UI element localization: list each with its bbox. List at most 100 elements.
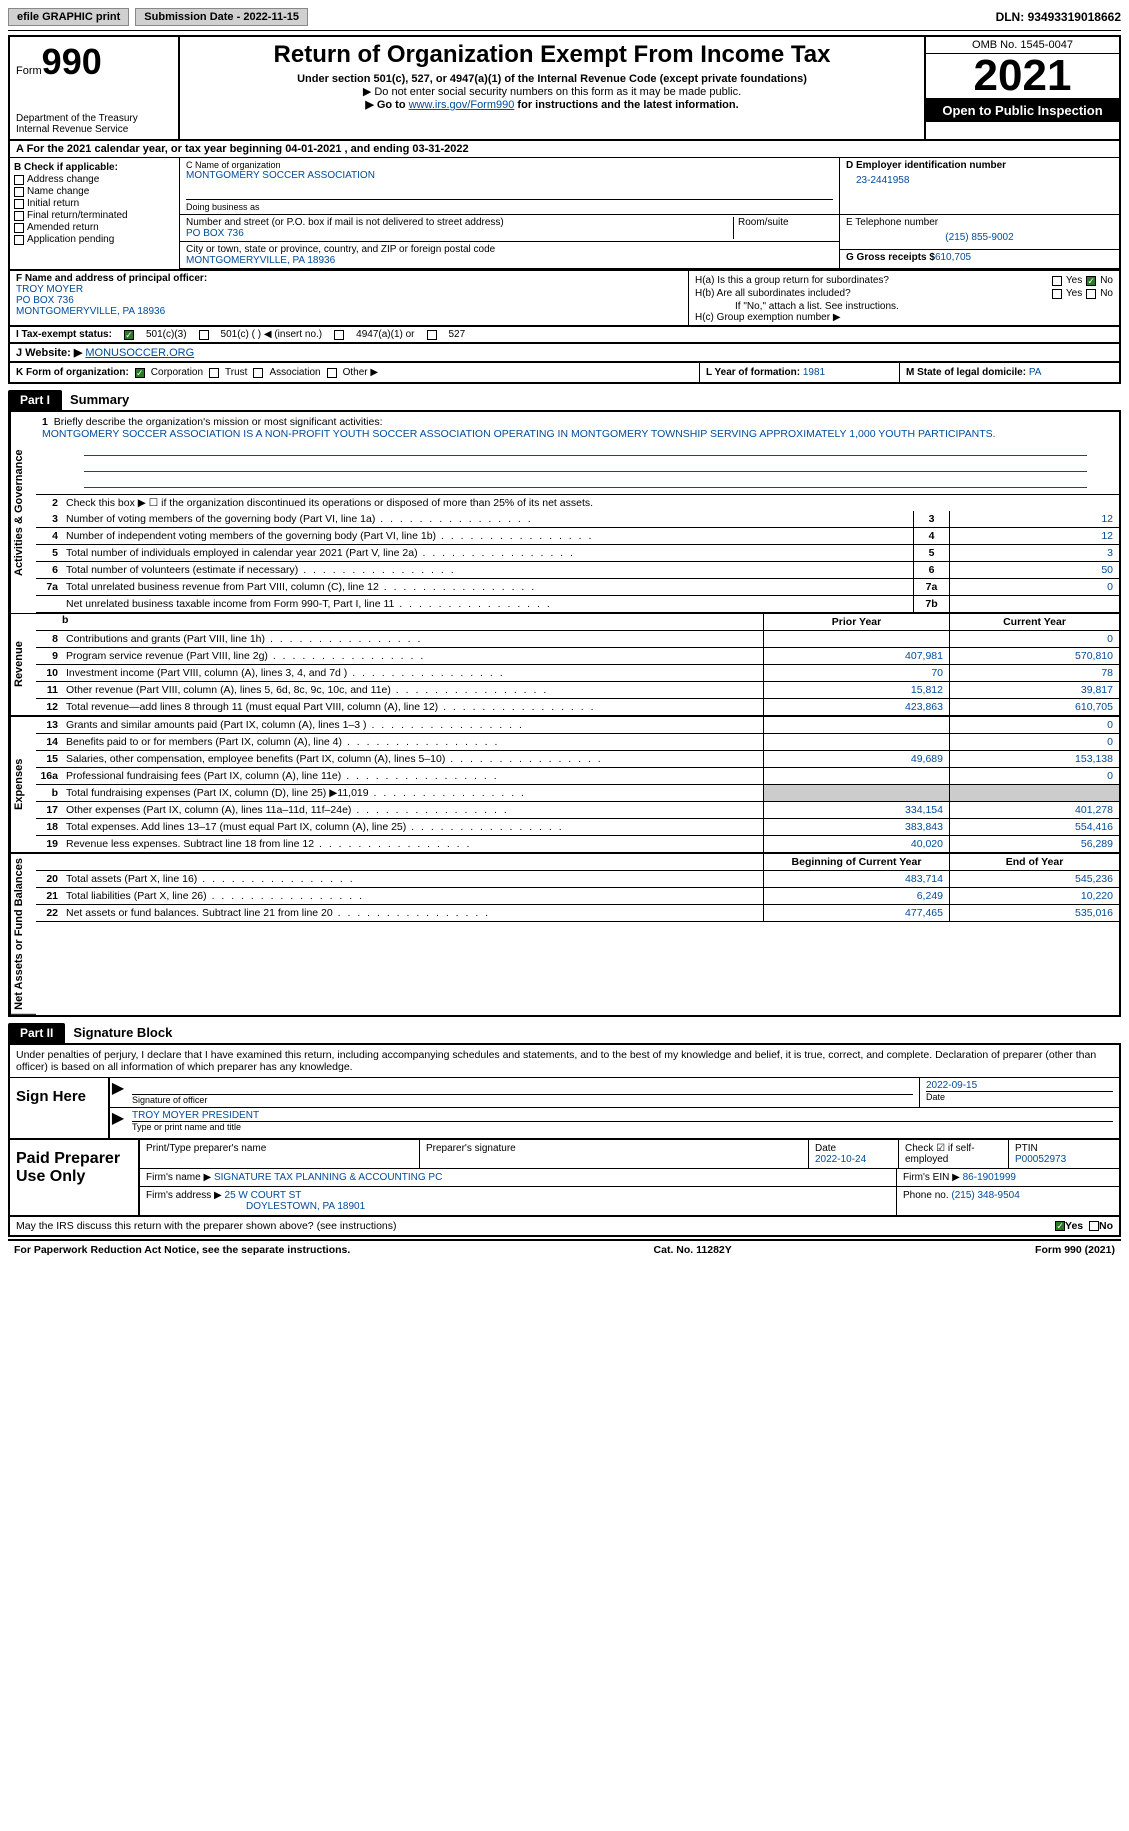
submission-date-button[interactable]: Submission Date - 2022-11-15 [135, 8, 308, 26]
form-title: Return of Organization Exempt From Incom… [184, 41, 920, 69]
officer-name-title: TROY MOYER PRESIDENT [132, 1110, 1113, 1121]
year-formation-label: L Year of formation: [706, 367, 803, 378]
cb-irs-no[interactable] [1089, 1221, 1099, 1231]
arrow-icon: ▶ [110, 1078, 126, 1107]
lbl-assoc: Association [269, 367, 320, 378]
lbl-addr-change: Address change [27, 174, 99, 185]
officer-label: F Name and address of principal officer: [16, 273, 207, 284]
officer-name-label: Type or print name and title [132, 1121, 1113, 1132]
vtab-revenue: Revenue [10, 614, 36, 716]
line2: Check this box ▶ ☐ if the organization d… [62, 495, 1119, 511]
row-j-website: J Website: ▶ MONUSOCCER.ORG [8, 344, 1121, 363]
gross-label: G Gross receipts $ [846, 252, 935, 263]
sub-date-value: 2022-11-15 [243, 11, 299, 23]
room-label: Room/suite [733, 217, 833, 239]
cb-501c3[interactable] [124, 330, 134, 340]
phone-label: E Telephone number [846, 217, 1113, 228]
cb-ha-yes[interactable] [1052, 276, 1062, 286]
lbl-trust: Trust [225, 367, 247, 378]
cb-assoc[interactable] [253, 368, 263, 378]
cb-hb-yes[interactable] [1052, 289, 1062, 299]
hb-no: No [1100, 288, 1113, 299]
org-name-label: C Name of organization [186, 160, 833, 170]
paid-preparer-label: Paid Preparer Use Only [10, 1140, 140, 1215]
cb-ha-no[interactable] [1086, 276, 1096, 286]
gross-receipts: G Gross receipts $610,705 [840, 250, 1119, 265]
vtab-activities: Activities & Governance [10, 412, 36, 613]
firm-name-label: Firm's name ▶ [146, 1172, 211, 1183]
lbl-527: 527 [449, 329, 466, 340]
part2-header: Part II [8, 1023, 65, 1043]
firm-ein: 86-1901999 [963, 1172, 1016, 1183]
gross-value: 610,705 [935, 252, 971, 263]
hb-note: If "No," attach a list. See instructions… [695, 301, 1113, 312]
hb-yes: Yes [1066, 288, 1082, 299]
vtab-expenses: Expenses [10, 717, 36, 853]
lbl-final: Final return/terminated [27, 210, 128, 221]
ptin-value: P00052973 [1015, 1154, 1066, 1165]
dba-label: Doing business as [186, 199, 833, 212]
prep-check-self: Check ☑ if self-employed [899, 1140, 1009, 1168]
cb-trust[interactable] [209, 368, 219, 378]
footer-left: For Paperwork Reduction Act Notice, see … [14, 1244, 350, 1256]
lbl-amended: Amended return [27, 222, 99, 233]
sig-date-label: Date [926, 1091, 1113, 1102]
irs-yes: Yes [1065, 1220, 1083, 1232]
sub-date-label: Submission Date - [144, 11, 243, 23]
officer-name: TROY MOYER [16, 284, 682, 295]
phone-value: (215) 855-9002 [846, 228, 1113, 247]
form-word: Form [16, 65, 42, 77]
firm-addr1: 25 W COURT ST [225, 1190, 302, 1201]
cb-hb-no[interactable] [1086, 289, 1096, 299]
lbl-pending: Application pending [27, 234, 114, 245]
irs-no: No [1099, 1220, 1113, 1232]
city-label: City or town, state or province, country… [186, 244, 833, 255]
sign-here-label: Sign Here [10, 1078, 110, 1138]
firm-phone-label: Phone no. [903, 1190, 951, 1201]
state-domicile: PA [1029, 367, 1042, 378]
box-b-title: B Check if applicable: [14, 162, 118, 173]
subtitle-2: ▶ Do not enter social security numbers o… [184, 85, 920, 98]
prep-date: 2022-10-24 [815, 1154, 866, 1165]
prep-name-label: Print/Type preparer's name [140, 1140, 420, 1168]
goto-prefix: ▶ Go to [365, 99, 408, 111]
cb-527[interactable] [427, 330, 437, 340]
state-domicile-label: M State of legal domicile: [906, 367, 1029, 378]
cb-irs-yes[interactable] [1055, 1221, 1065, 1231]
part2-title: Signature Block [65, 1025, 172, 1040]
cb-4947[interactable] [334, 330, 344, 340]
ha-yes: Yes [1066, 275, 1082, 286]
cb-pending[interactable] [14, 235, 24, 245]
cb-501c[interactable] [199, 330, 209, 340]
firm-name: SIGNATURE TAX PLANNING & ACCOUNTING PC [214, 1172, 442, 1183]
ha-no: No [1100, 275, 1113, 286]
row-a-calendar: A For the 2021 calendar year, or tax yea… [8, 141, 1121, 158]
cb-final[interactable] [14, 211, 24, 221]
vtab-netassets: Net Assets or Fund Balances [10, 854, 36, 1015]
hdr-prior-year: Prior Year [763, 614, 949, 630]
arrow-icon: ▶ [110, 1108, 126, 1138]
cb-amended[interactable] [14, 223, 24, 233]
website-link[interactable]: MONUSOCCER.ORG [85, 347, 194, 359]
lbl-501c3: 501(c)(3) [146, 329, 187, 340]
cb-addr-change[interactable] [14, 175, 24, 185]
footer-mid: Cat. No. 11282Y [654, 1244, 732, 1256]
street-label: Number and street (or P.O. box if mail i… [186, 217, 733, 228]
cb-other[interactable] [327, 368, 337, 378]
cb-initial[interactable] [14, 199, 24, 209]
firm-ein-label: Firm's EIN ▶ [903, 1172, 960, 1183]
cb-name-change[interactable] [14, 187, 24, 197]
website-label: J Website: ▶ [16, 347, 85, 359]
efile-button[interactable]: efile GRAPHIC print [8, 8, 129, 26]
irs-link[interactable]: www.irs.gov/Form990 [409, 99, 515, 111]
org-name: MONTGOMERY SOCCER ASSOCIATION [186, 170, 833, 181]
dln: DLN: 93493319018662 [996, 10, 1121, 24]
hc-label: H(c) Group exemption number ▶ [695, 312, 1113, 323]
may-irs-text: May the IRS discuss this return with the… [16, 1220, 1055, 1232]
box-b: B Check if applicable: Address change Na… [10, 158, 180, 269]
row-k-label: K Form of organization: [16, 367, 129, 378]
cb-corp[interactable] [135, 368, 145, 378]
ha-label: H(a) Is this a group return for subordin… [695, 275, 1048, 286]
subtitle-1: Under section 501(c), 527, or 4947(a)(1)… [184, 73, 920, 85]
part1-header: Part I [8, 390, 62, 410]
